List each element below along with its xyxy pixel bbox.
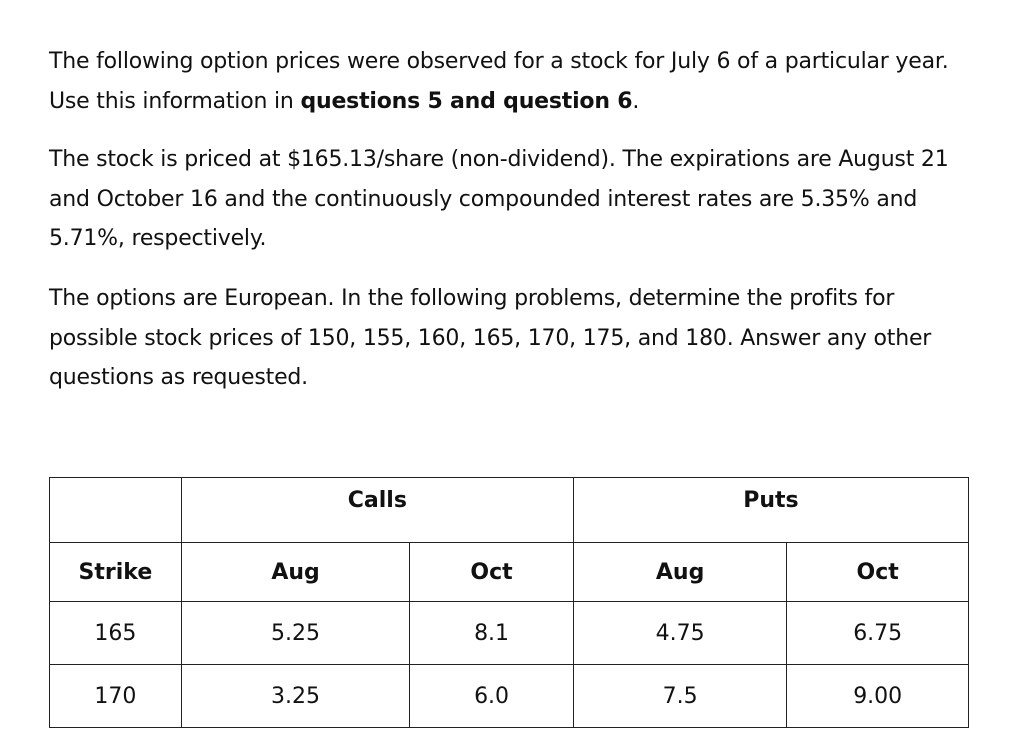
table-corner-cell: [49, 477, 182, 543]
cell-puts-aug: 4.75: [572, 601, 788, 665]
cell-calls-oct: 8.1: [409, 601, 574, 665]
column-header-calls-aug: Aug: [180, 542, 411, 602]
intro-paragraph-3: The options are European. In the followi…: [49, 286, 932, 390]
calls-group-header: Calls: [180, 477, 574, 543]
cell-strike: 170: [49, 664, 182, 728]
column-header-calls-oct: Oct: [409, 542, 574, 602]
cell-puts-oct: 6.75: [786, 601, 969, 665]
intro-paragraph-1-bold: questions 5 and question 6: [300, 88, 633, 114]
column-header-puts-aug: Aug: [572, 542, 788, 602]
calls-group-label: Calls: [347, 487, 407, 513]
cell-strike: 165: [49, 601, 182, 665]
table-group-header-row: Calls Puts: [49, 477, 970, 543]
intro-paragraph-1-end: .: [632, 88, 640, 114]
cell-calls-oct: 6.0: [409, 664, 574, 728]
option-prices-table: Calls Puts Strike Aug Oct Aug Oct 165 5.…: [49, 477, 970, 728]
cell-calls-aug: 5.25: [180, 601, 411, 665]
puts-group-label: Puts: [743, 487, 799, 513]
intro-paragraph-2: The stock is priced at $165.13/share (no…: [49, 147, 949, 251]
intro-paragraph-1-text: The following option prices were observe…: [49, 49, 949, 114]
intro-paragraph-1: The following option prices were observe…: [49, 42, 979, 121]
cell-puts-oct: 9.00: [786, 664, 969, 728]
table-row: 170 3.25 6.0 7.5 9.00: [49, 664, 969, 728]
puts-group-header: Puts: [572, 477, 970, 543]
table-column-header-row: Strike Aug Oct Aug Oct: [49, 542, 969, 602]
column-header-puts-oct: Oct: [786, 542, 969, 602]
cell-puts-aug: 7.5: [572, 664, 788, 728]
cell-calls-aug: 3.25: [180, 664, 411, 728]
table-row: 165 5.25 8.1 4.75 6.75: [49, 601, 969, 665]
column-header-strike: Strike: [49, 542, 182, 602]
